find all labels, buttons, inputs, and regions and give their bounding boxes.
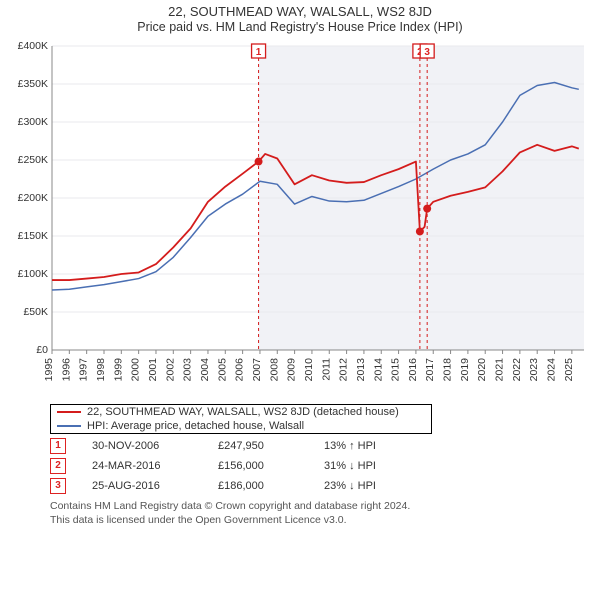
sale-diff: 23% ↓ HPI (324, 480, 414, 492)
sale-number-box: 3 (50, 478, 66, 494)
sale-diff: 31% ↓ HPI (324, 460, 414, 472)
svg-text:2014: 2014 (372, 358, 384, 382)
svg-text:2024: 2024 (546, 358, 558, 382)
svg-text:2022: 2022 (511, 358, 523, 382)
svg-text:£0: £0 (36, 344, 48, 356)
svg-text:2013: 2013 (355, 358, 367, 382)
svg-text:2008: 2008 (268, 358, 280, 382)
svg-text:1998: 1998 (95, 358, 107, 382)
svg-text:£350K: £350K (18, 78, 48, 90)
price-chart: £0 £50K £100K £150K £200K £250K £300K £350K £400… (8, 38, 592, 398)
sales-table: 1 30-NOV-2006 £247,950 13% ↑ HPI 2 24-MA… (50, 438, 592, 494)
sale-price: £186,000 (218, 480, 298, 492)
legend-label: 22, SOUTHMEAD WAY, WALSALL, WS2 8JD (det… (87, 406, 399, 418)
svg-text:2002: 2002 (164, 358, 176, 382)
sale-date: 30-NOV-2006 (92, 440, 192, 452)
sales-row: 1 30-NOV-2006 £247,950 13% ↑ HPI (50, 438, 592, 454)
svg-text:3: 3 (424, 47, 430, 58)
chart-title-sub: Price paid vs. HM Land Registry's House … (8, 20, 592, 36)
attribution-footer: Contains HM Land Registry data © Crown c… (50, 500, 592, 527)
svg-text:£200K: £200K (18, 192, 48, 204)
footer-line: Contains HM Land Registry data © Crown c… (50, 500, 592, 514)
svg-text:2012: 2012 (338, 358, 350, 382)
sale-date: 25-AUG-2016 (92, 480, 192, 492)
svg-text:2023: 2023 (528, 358, 540, 382)
svg-text:£400K: £400K (18, 40, 48, 52)
sale-price: £247,950 (218, 440, 298, 452)
svg-text:1996: 1996 (60, 358, 72, 382)
footer-line: This data is licensed under the Open Gov… (50, 514, 592, 528)
svg-text:1995: 1995 (43, 358, 55, 382)
svg-text:2019: 2019 (459, 358, 471, 382)
svg-text:1999: 1999 (112, 358, 124, 382)
svg-text:2025: 2025 (563, 358, 575, 382)
legend-label: HPI: Average price, detached house, Wals… (87, 420, 304, 432)
sale-diff: 13% ↑ HPI (324, 440, 414, 452)
svg-text:2016: 2016 (407, 358, 419, 382)
svg-text:2001: 2001 (147, 358, 159, 382)
chart-legend: 22, SOUTHMEAD WAY, WALSALL, WS2 8JD (det… (50, 404, 432, 434)
svg-text:2006: 2006 (234, 358, 246, 382)
svg-text:2000: 2000 (130, 358, 142, 382)
chart-svg: £0 £50K £100K £150K £200K £250K £300K £350K £400… (8, 38, 592, 398)
legend-swatch-hpi (57, 425, 81, 427)
svg-text:2018: 2018 (442, 358, 454, 382)
svg-text:2010: 2010 (303, 358, 315, 382)
svg-text:£100K: £100K (18, 268, 48, 280)
svg-text:£250K: £250K (18, 154, 48, 166)
svg-text:2015: 2015 (390, 358, 402, 382)
sales-row: 3 25-AUG-2016 £186,000 23% ↓ HPI (50, 478, 592, 494)
sale-number-box: 2 (50, 458, 66, 474)
svg-text:2004: 2004 (199, 358, 211, 382)
sale-date: 24-MAR-2016 (92, 460, 192, 472)
svg-text:1: 1 (256, 47, 262, 58)
sales-row: 2 24-MAR-2016 £156,000 31% ↓ HPI (50, 458, 592, 474)
svg-text:2017: 2017 (424, 358, 436, 382)
svg-text:£50K: £50K (23, 306, 48, 318)
chart-title-main: 22, SOUTHMEAD WAY, WALSALL, WS2 8JD (8, 4, 592, 20)
svg-text:1997: 1997 (78, 358, 90, 382)
svg-text:2007: 2007 (251, 358, 263, 382)
sale-number-box: 1 (50, 438, 66, 454)
svg-text:2011: 2011 (320, 358, 332, 381)
svg-text:2003: 2003 (182, 358, 194, 382)
legend-item: HPI: Average price, detached house, Wals… (51, 419, 431, 433)
svg-text:2009: 2009 (286, 358, 298, 382)
legend-item: 22, SOUTHMEAD WAY, WALSALL, WS2 8JD (det… (51, 405, 431, 419)
svg-text:2005: 2005 (216, 358, 228, 382)
sale-price: £156,000 (218, 460, 298, 472)
svg-text:£150K: £150K (18, 230, 48, 242)
legend-swatch-property (57, 411, 81, 413)
svg-text:£300K: £300K (18, 116, 48, 128)
svg-text:2020: 2020 (476, 358, 488, 382)
svg-text:2021: 2021 (494, 358, 506, 382)
